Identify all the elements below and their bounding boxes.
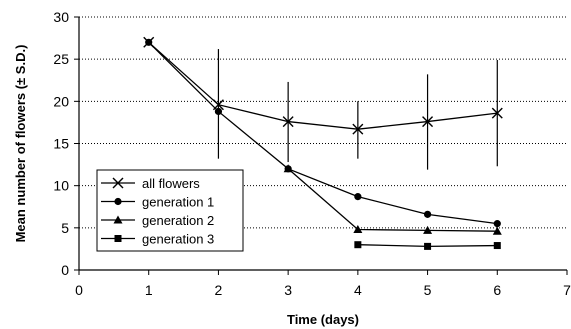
- series-lines: [143, 36, 503, 250]
- series-3-point-5: [423, 225, 433, 234]
- legend-marker-1-stroke-b: [112, 177, 124, 189]
- legend: all flowers generation 1 generation 2 gener…: [96, 169, 244, 252]
- series-4: [354, 241, 501, 250]
- series-2-point-5: [423, 210, 432, 218]
- y-axis-title: Mean number of flowers (± S.D.): [13, 45, 28, 243]
- x-tick-labels: 0 1 2 3 4 5 6 7: [75, 282, 571, 298]
- series-3: [283, 164, 502, 235]
- x-tick-label-5: 5: [424, 282, 432, 298]
- series-2-point-6: [493, 220, 501, 228]
- legend-marker-1: [112, 177, 124, 189]
- y-tick-label-15: 15: [53, 136, 69, 152]
- y-tick-label-10: 10: [53, 178, 69, 194]
- y-tick-label-25: 25: [53, 51, 69, 67]
- x-tick-label-7: 7: [563, 282, 571, 298]
- series-1-point-6-stroke-b: [491, 107, 503, 119]
- x-tick-label-3: 3: [284, 282, 292, 298]
- series-2-point-4: [354, 193, 362, 201]
- legend-marker-4: [114, 235, 122, 242]
- x-tick-label-2: 2: [215, 282, 223, 298]
- y-tick-label-5: 5: [61, 220, 69, 236]
- series-4-point-4: [354, 241, 362, 249]
- legend-label-1: all flowers: [142, 176, 200, 191]
- y-tick-labels: 0 5 10 15 20 25 30: [53, 9, 69, 278]
- series-1-point-5: [422, 116, 434, 128]
- series-3-line: [287, 168, 498, 232]
- legend-marker-2: [114, 197, 122, 206]
- series-4-point-5: [424, 242, 432, 250]
- series-1-point-5-stroke-b: [422, 116, 434, 128]
- y-tick-label-30: 30: [53, 9, 69, 25]
- series-4-point-6: [493, 242, 501, 250]
- legend-label-4: generation 3: [142, 232, 214, 247]
- legend-label-2: generation 1: [142, 195, 214, 210]
- legend-label-3: generation 2: [142, 213, 214, 228]
- series-1-point-4: [352, 123, 364, 135]
- series-3-point-3: [283, 164, 293, 173]
- y-tick-label-0: 0: [61, 262, 69, 278]
- x-tick-label-0: 0: [75, 282, 83, 298]
- series-1-point-3: [282, 116, 294, 128]
- series-1-point-4-stroke-b: [352, 123, 364, 135]
- y-tick-label-20: 20: [53, 93, 69, 109]
- x-tick-label-1: 1: [145, 282, 153, 298]
- series-2-point-2: [214, 107, 223, 116]
- series-2-line: [148, 41, 498, 225]
- x-tick-label-4: 4: [354, 282, 362, 298]
- series-3-point-4: [353, 225, 363, 234]
- series-2-point-1: [145, 38, 153, 46]
- x-axis-title: Time (days): [287, 312, 359, 327]
- series-1: [143, 36, 503, 135]
- legend-marker-3: [113, 215, 123, 224]
- series-3-point-6: [492, 226, 502, 235]
- axes: [74, 16, 568, 275]
- error-bars: [217, 49, 498, 170]
- series-1-point-3-stroke-b: [282, 116, 294, 128]
- series-1-point-6: [491, 107, 503, 119]
- series-1-line: [148, 41, 498, 130]
- x-tick-label-6: 6: [493, 282, 501, 298]
